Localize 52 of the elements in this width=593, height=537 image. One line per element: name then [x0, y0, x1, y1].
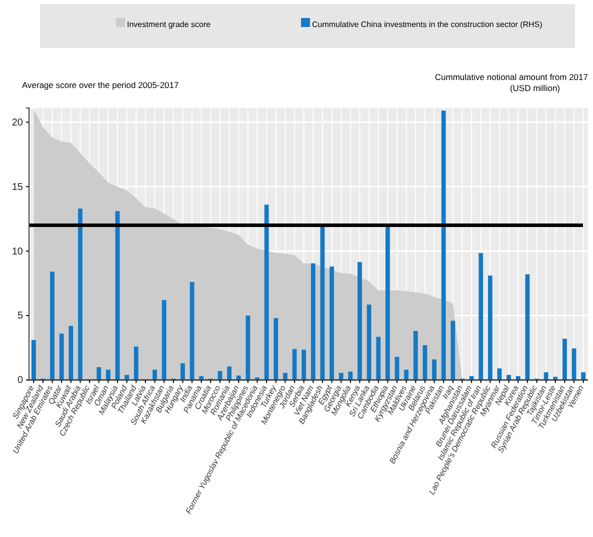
bar — [320, 226, 325, 380]
bar — [404, 370, 409, 380]
y-tick-label: 0 — [17, 375, 24, 386]
y-tick-label: 10 — [12, 246, 24, 258]
bar — [330, 266, 334, 380]
bar — [450, 320, 456, 380]
bar — [385, 226, 390, 380]
bar — [50, 272, 54, 380]
bar — [376, 336, 381, 380]
bar — [338, 372, 344, 380]
bar — [68, 326, 74, 380]
legend-label: Investment grade score — [127, 20, 212, 29]
y-tick-label: 15 — [12, 182, 24, 193]
bar — [432, 359, 436, 380]
bar — [525, 274, 530, 380]
y-tick-label: 5 — [17, 310, 24, 322]
bar — [516, 376, 520, 380]
bar — [96, 367, 102, 380]
bar — [162, 300, 166, 380]
bar — [283, 372, 288, 380]
y-tick-label: 20 — [12, 117, 24, 128]
bar — [31, 340, 36, 380]
bar — [310, 263, 316, 380]
bar — [264, 204, 269, 380]
bar — [413, 331, 418, 380]
bar — [134, 346, 138, 380]
bar — [562, 338, 567, 380]
bar — [274, 318, 278, 380]
y-axis-title: Average score over the period 2005-2017 — [22, 80, 179, 90]
bar — [478, 253, 484, 380]
bar — [227, 366, 232, 380]
bar — [246, 316, 250, 380]
bar — [581, 372, 586, 380]
bar — [366, 304, 372, 380]
bar — [488, 276, 492, 380]
bar — [441, 110, 446, 380]
bar — [358, 262, 362, 380]
bar — [292, 349, 297, 380]
bar — [59, 334, 64, 380]
bar — [190, 282, 194, 380]
legend-label: Cummulative China investments in the construction sector (RHS) — [312, 20, 543, 29]
bar — [180, 363, 185, 380]
bar — [106, 370, 110, 380]
y2-axis-title: Cummulative notional amount from 2017 (USD million) — [434, 72, 588, 93]
bar — [348, 372, 353, 380]
bar — [302, 350, 306, 380]
bar — [78, 208, 82, 380]
bar — [236, 375, 241, 380]
bar — [199, 376, 204, 380]
bar — [152, 370, 157, 380]
bar — [544, 372, 548, 380]
bar — [422, 345, 428, 380]
